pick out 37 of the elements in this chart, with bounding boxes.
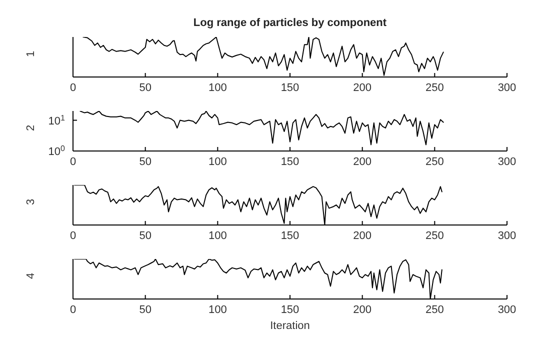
x-tick-label: 250 — [425, 156, 444, 168]
x-tick-label: 50 — [139, 156, 152, 168]
x-tick-label: 0 — [70, 230, 76, 242]
line-series — [80, 111, 444, 146]
x-tick-label: 100 — [208, 82, 227, 94]
x-tick-label: 250 — [425, 82, 444, 94]
x-tick-label: 100 — [208, 304, 227, 316]
chart-title: Log range of particles by component — [192, 17, 388, 29]
y-axis-title: 2 — [24, 124, 37, 131]
x-tick-label: 200 — [353, 156, 372, 168]
x-tick-label: 250 — [425, 230, 444, 242]
x-tick-label: 0 — [70, 82, 76, 94]
x-tick-label: 50 — [139, 230, 152, 242]
x-tick-label: 150 — [280, 82, 300, 94]
y-axis-title: 3 — [24, 198, 37, 205]
x-tick-label: 0 — [70, 156, 76, 168]
x-tick-label: 150 — [280, 156, 300, 168]
x-tick-label: 300 — [498, 82, 516, 94]
y-axis-title: 1 — [24, 50, 37, 57]
x-tick-label: 200 — [353, 304, 372, 316]
x-tick-label: 50 — [139, 304, 152, 316]
x-axis-title: Iteration — [270, 320, 310, 332]
x-tick-label: 50 — [139, 82, 152, 94]
x-tick-label: 150 — [280, 230, 300, 242]
x-tick-label: 300 — [498, 304, 516, 316]
x-tick-label: 200 — [353, 82, 372, 94]
x-tick-label: 150 — [280, 304, 300, 316]
x-tick-label: 300 — [498, 156, 516, 168]
x-tick-label: 100 — [208, 156, 227, 168]
x-tick-label: 100 — [208, 230, 227, 242]
y-axis-title: 4 — [24, 272, 37, 279]
y-tick-label: 10$^{1}$ — [48, 112, 66, 128]
x-tick-label: 200 — [353, 230, 372, 242]
x-tick-label: 300 — [498, 230, 516, 242]
x-tick-label: 250 — [425, 304, 444, 316]
x-tick-label: 0 — [70, 304, 76, 316]
y-tick-label: 10$^{0}$ — [48, 144, 66, 158]
